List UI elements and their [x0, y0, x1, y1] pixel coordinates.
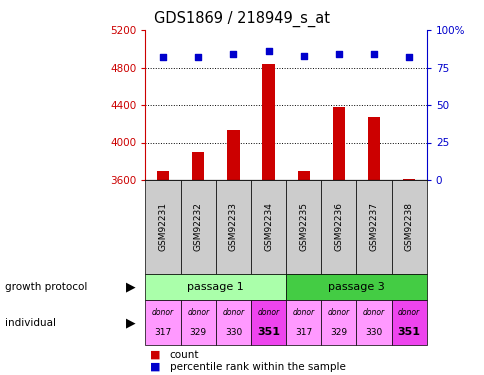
- Text: GSM92231: GSM92231: [158, 202, 167, 251]
- Text: 317: 317: [294, 328, 312, 337]
- Point: [229, 51, 237, 57]
- Point: [159, 54, 166, 60]
- Point: [299, 53, 307, 58]
- Bar: [215, 180, 251, 274]
- Text: GSM92236: GSM92236: [333, 202, 343, 251]
- Text: donor: donor: [151, 308, 174, 317]
- Text: ■: ■: [150, 350, 161, 360]
- Bar: [320, 300, 356, 345]
- Text: 330: 330: [364, 328, 382, 337]
- Text: donor: donor: [257, 308, 279, 317]
- Bar: [297, 171, 309, 180]
- Bar: [320, 180, 356, 274]
- Text: ■: ■: [150, 362, 161, 372]
- Text: donor: donor: [327, 308, 349, 317]
- Point: [264, 48, 272, 54]
- Text: ▶: ▶: [126, 316, 136, 329]
- Bar: [286, 274, 426, 300]
- Text: GSM92237: GSM92237: [369, 202, 378, 251]
- Bar: [145, 180, 180, 274]
- Text: GSM92234: GSM92234: [263, 202, 272, 251]
- Text: passage 3: passage 3: [327, 282, 384, 292]
- Text: ▶: ▶: [126, 280, 136, 293]
- Text: 351: 351: [257, 327, 279, 338]
- Bar: [251, 180, 286, 274]
- Text: GDS1869 / 218949_s_at: GDS1869 / 218949_s_at: [154, 11, 330, 27]
- Text: GSM92232: GSM92232: [193, 202, 202, 251]
- Bar: [251, 300, 286, 345]
- Text: passage 1: passage 1: [187, 282, 244, 292]
- Text: 329: 329: [330, 328, 347, 337]
- Point: [194, 54, 202, 60]
- Bar: [286, 300, 320, 345]
- Text: 329: 329: [189, 328, 206, 337]
- Text: individual: individual: [5, 318, 56, 327]
- Bar: [215, 300, 251, 345]
- Bar: [286, 180, 320, 274]
- Bar: [180, 180, 215, 274]
- Bar: [367, 117, 379, 180]
- Bar: [145, 300, 180, 345]
- Bar: [262, 64, 274, 180]
- Bar: [356, 300, 391, 345]
- Text: donor: donor: [397, 308, 420, 317]
- Bar: [356, 180, 391, 274]
- Bar: [402, 178, 414, 180]
- Text: count: count: [169, 350, 199, 360]
- Text: GSM92238: GSM92238: [404, 202, 413, 251]
- Text: donor: donor: [362, 308, 384, 317]
- Text: donor: donor: [222, 308, 244, 317]
- Point: [334, 51, 342, 57]
- Text: GSM92235: GSM92235: [299, 202, 308, 251]
- Text: GSM92233: GSM92233: [228, 202, 238, 251]
- Text: donor: donor: [292, 308, 314, 317]
- Text: 330: 330: [224, 328, 242, 337]
- Bar: [332, 107, 344, 180]
- Bar: [157, 171, 169, 180]
- Bar: [227, 130, 239, 180]
- Bar: [145, 274, 286, 300]
- Bar: [391, 300, 426, 345]
- Bar: [180, 300, 215, 345]
- Text: percentile rank within the sample: percentile rank within the sample: [169, 362, 345, 372]
- Text: 317: 317: [154, 328, 171, 337]
- Text: donor: donor: [187, 308, 209, 317]
- Bar: [192, 152, 204, 180]
- Text: growth protocol: growth protocol: [5, 282, 87, 292]
- Point: [369, 51, 377, 57]
- Text: 351: 351: [397, 327, 420, 338]
- Point: [405, 54, 412, 60]
- Bar: [391, 180, 426, 274]
